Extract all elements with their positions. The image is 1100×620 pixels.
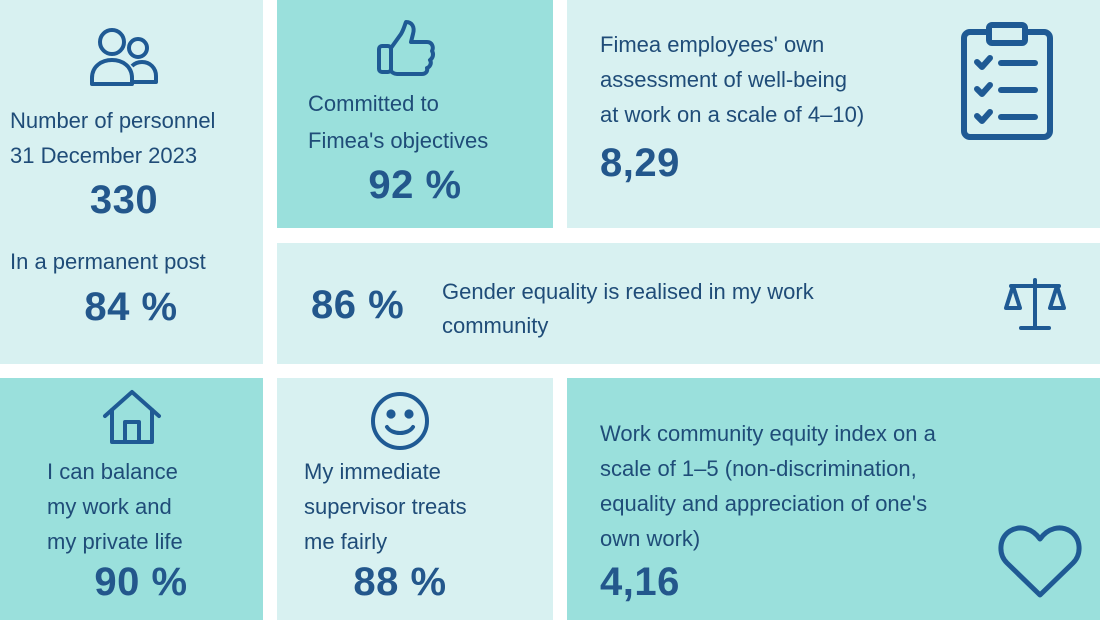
- supervisor-value: 88 %: [353, 560, 447, 604]
- balance-value: 90 %: [94, 560, 188, 604]
- thumbs-up-icon: [375, 18, 437, 78]
- wellbeing-value: 8,29: [600, 141, 680, 185]
- committed-tile: Committed to Fimea's objectives 92 %: [277, 0, 553, 228]
- gender-value: 86 %: [311, 283, 405, 327]
- clipboard-checklist-icon: [959, 22, 1055, 142]
- personnel-tile: Number of personnel 31 December 2023 330…: [0, 0, 263, 364]
- wellbeing-tile: Fimea employees' own assessment of well-…: [567, 0, 1100, 228]
- committed-value: 92 %: [368, 163, 462, 207]
- scales-icon: [1003, 276, 1067, 334]
- balance-label-line2: my work and: [47, 494, 172, 519]
- personnel-label-line2: 31 December 2023: [10, 143, 198, 168]
- wellbeing-label-line3: at work on a scale of 4–10): [600, 102, 865, 127]
- wellbeing-label-line1: Fimea employees' own: [600, 32, 825, 57]
- balance-label-line1: I can balance: [47, 459, 178, 484]
- equity-label-line2: scale of 1–5 (non-discrimination,: [600, 456, 917, 481]
- permanent-label: In a permanent post: [10, 249, 206, 274]
- supervisor-label-line1: My immediate: [304, 459, 441, 484]
- personnel-count: 330: [89, 178, 159, 222]
- equity-label-line3: equality and appreciation of one's: [600, 491, 928, 516]
- smiley-icon: [370, 391, 430, 451]
- permanent-value: 84 %: [84, 285, 178, 329]
- equity-tile: Work community equity index on a scale o…: [567, 378, 1100, 620]
- personnel-label-line1: Number of personnel: [10, 108, 216, 133]
- equity-value: 4,16: [600, 560, 680, 604]
- wellbeing-label-line2: assessment of well-being: [600, 67, 848, 92]
- gender-label-line2: community: [442, 313, 549, 338]
- house-icon: [102, 388, 162, 446]
- equity-label-line4: own work): [600, 526, 701, 551]
- supervisor-tile: My immediate supervisor treats me fairly…: [277, 378, 553, 620]
- supervisor-label-line3: me fairly: [304, 529, 388, 554]
- supervisor-label-line2: supervisor treats: [304, 494, 467, 519]
- gender-tile: 86 % Gender equality is realised in my w…: [277, 243, 1100, 364]
- committed-label-line1: Committed to: [308, 91, 439, 116]
- gender-label-line1: Gender equality is realised in my work: [442, 279, 814, 304]
- heart-icon: [997, 521, 1083, 601]
- balance-label-line3: my private life: [47, 529, 183, 554]
- committed-label-line2: Fimea's objectives: [308, 128, 489, 153]
- equity-label-line1: Work community equity index on a: [600, 421, 936, 446]
- balance-tile: I can balance my work and my private lif…: [0, 378, 263, 620]
- people-icon: [86, 26, 160, 90]
